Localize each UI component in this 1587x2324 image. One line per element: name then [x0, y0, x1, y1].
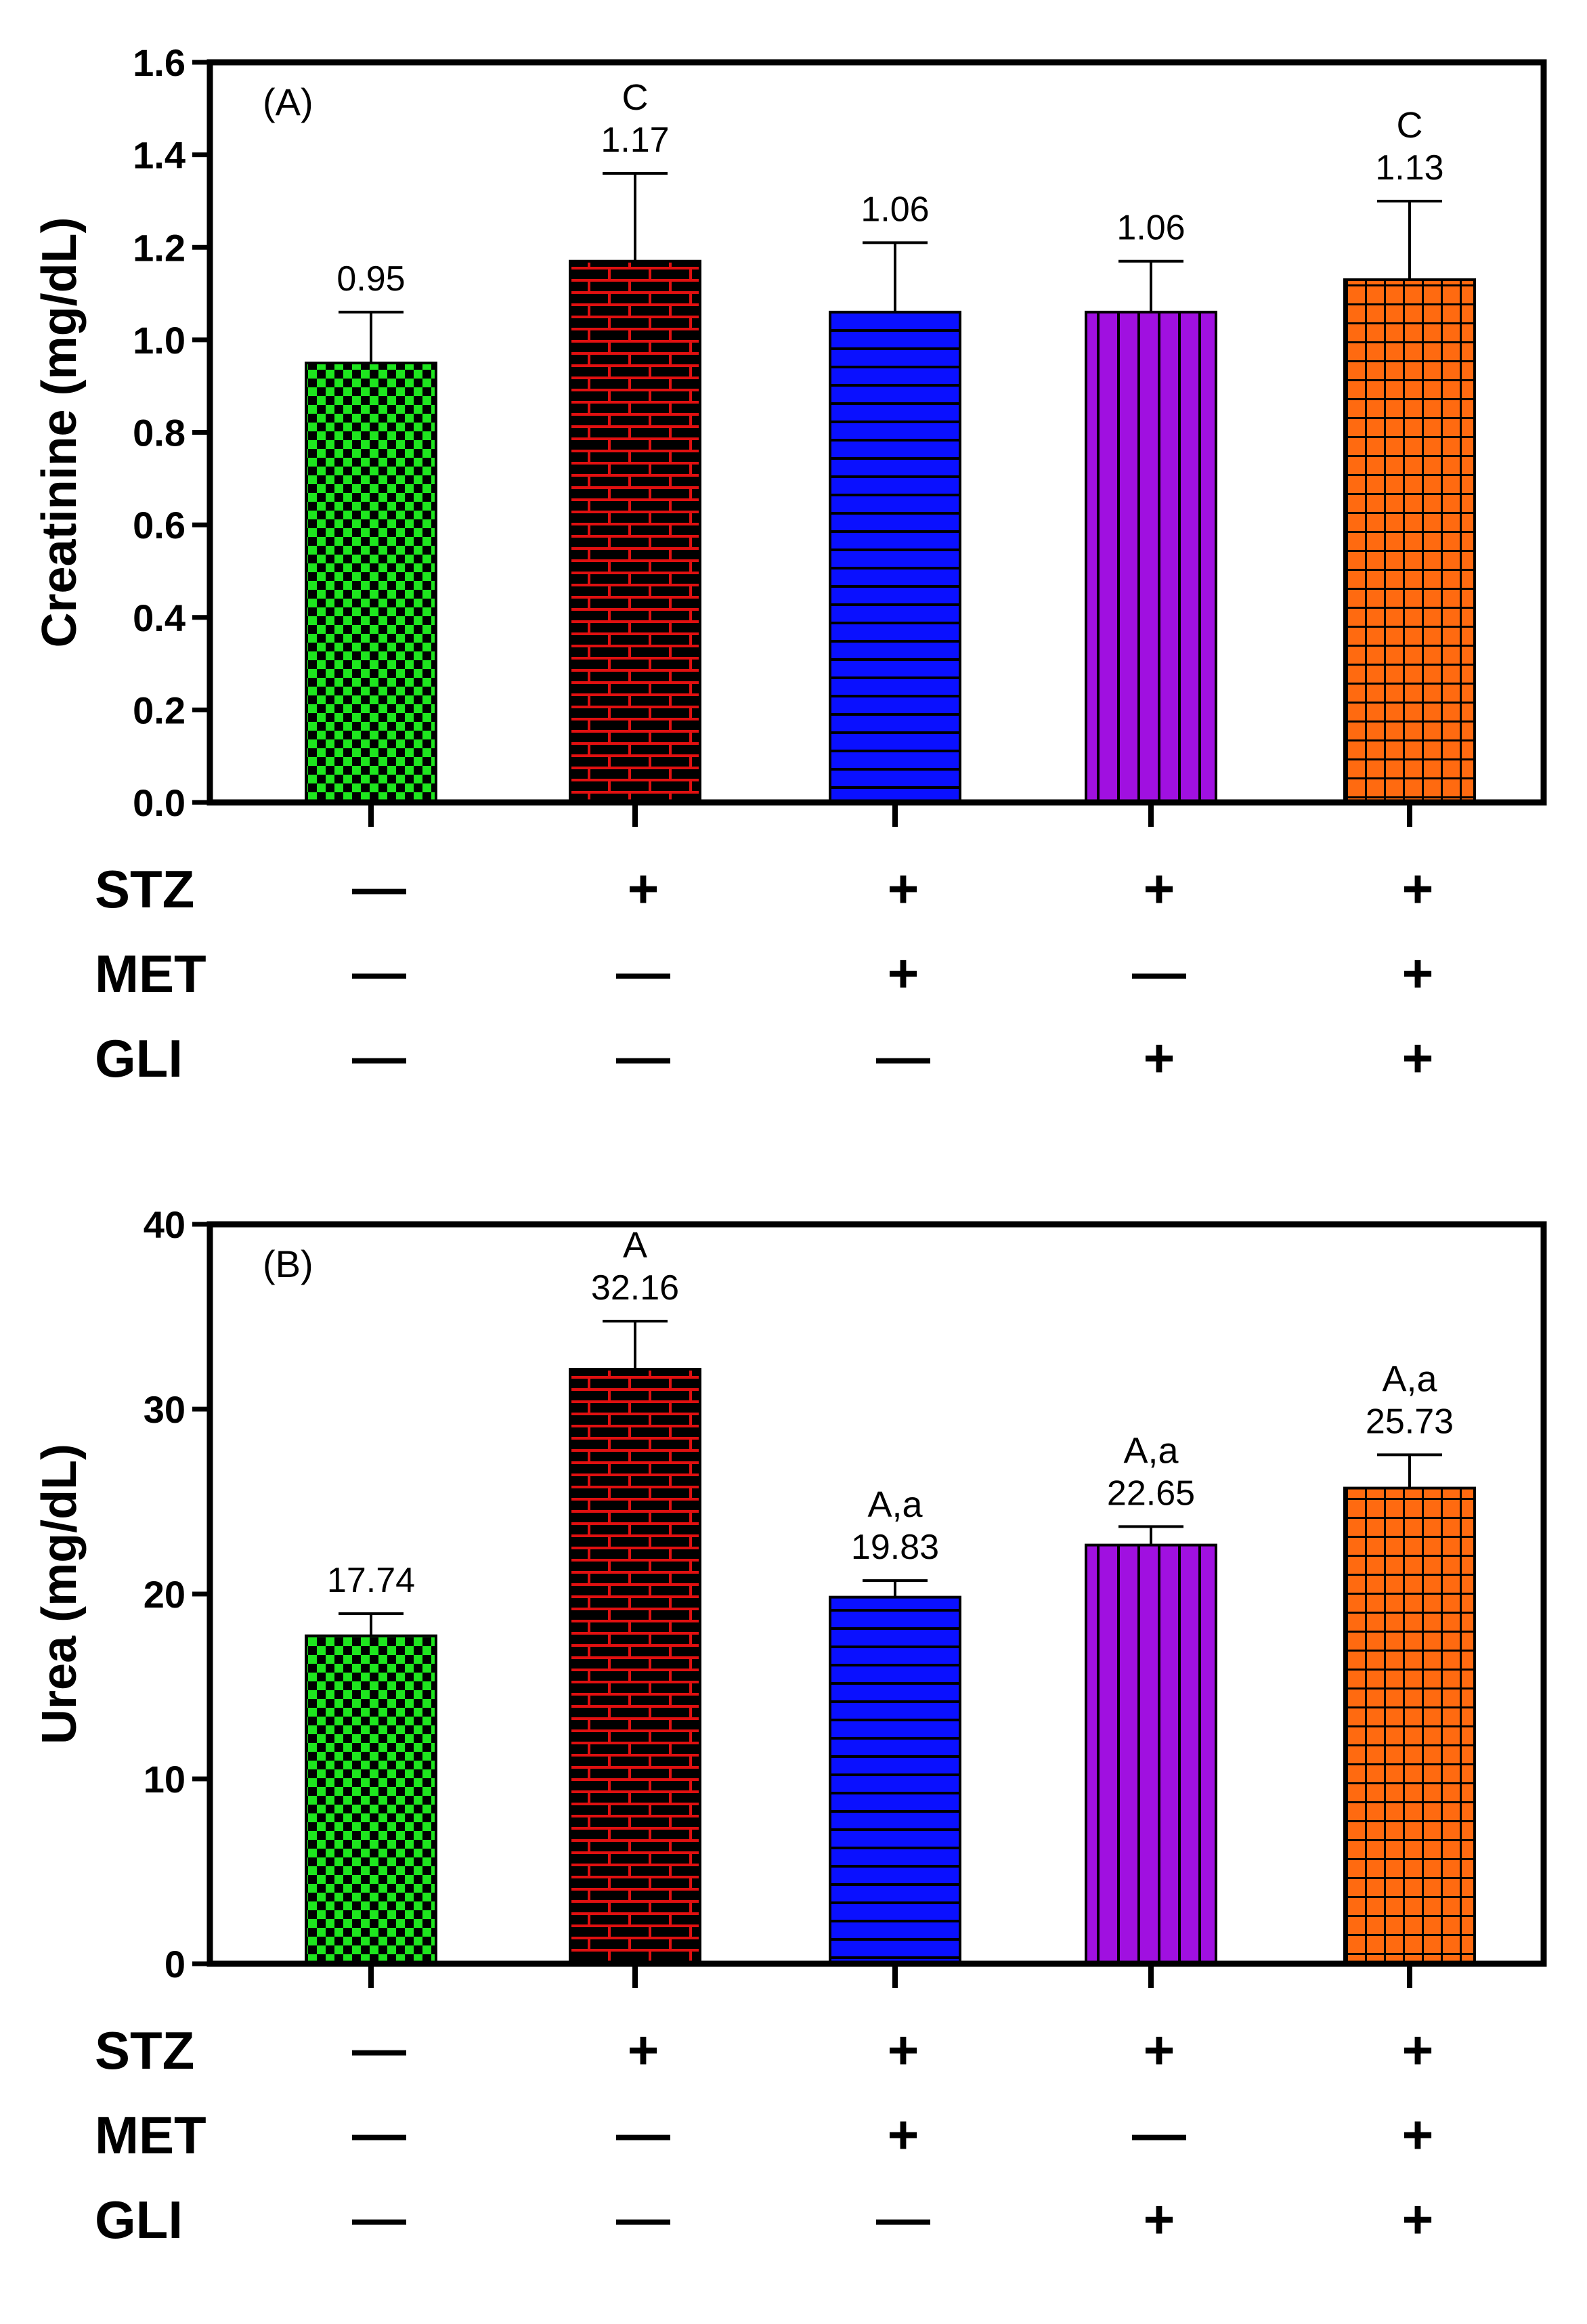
- y-tick-label: 1.0: [133, 319, 186, 362]
- y-tick-label: 1.2: [133, 226, 186, 269]
- value-label-2: 1.17: [601, 121, 669, 160]
- bar-4: [1085, 1543, 1217, 1965]
- panel-label: (B): [263, 1243, 313, 1285]
- treatment-label-stz: STZ: [95, 859, 194, 919]
- value-label-3: 1.06: [861, 190, 929, 229]
- significance-label-5: A,a: [1382, 1358, 1437, 1399]
- treatment-label-gli: GLI: [95, 2190, 183, 2250]
- bar-2: [569, 1368, 701, 1965]
- significance-label-5: C: [1397, 105, 1423, 146]
- significance-label-4: A,a: [1123, 1430, 1179, 1471]
- plus-sign: +: [1402, 1028, 1434, 1088]
- y-axis-label: Creatinine (mg/dL): [32, 217, 87, 647]
- minus-sign: —: [352, 1027, 406, 1087]
- plus-sign: +: [1402, 859, 1434, 919]
- bar-1: [305, 362, 437, 804]
- plus-sign: +: [1402, 2105, 1434, 2165]
- plus-sign: +: [1144, 2189, 1175, 2250]
- value-label-1: 0.95: [336, 259, 405, 299]
- panel-label: (A): [263, 81, 313, 123]
- plus-sign: +: [1402, 2189, 1434, 2250]
- bar-3: [829, 310, 961, 804]
- y-tick-label: 30: [144, 1388, 186, 1431]
- plus-sign: +: [888, 859, 919, 919]
- minus-sign: —: [352, 2188, 406, 2248]
- minus-sign: —: [1132, 2103, 1186, 2164]
- plus-sign: +: [1144, 1028, 1175, 1088]
- minus-sign: —: [1132, 942, 1186, 1002]
- minus-sign: —: [616, 1027, 670, 1087]
- value-label-5: 25.73: [1366, 1402, 1454, 1441]
- plus-sign: +: [628, 2020, 659, 2080]
- y-tick-label: 10: [144, 1758, 186, 1801]
- minus-sign: —: [352, 942, 406, 1002]
- y-tick-label: 0.4: [133, 597, 186, 639]
- plus-sign: +: [888, 2105, 919, 2165]
- y-tick-label: 1.6: [133, 41, 186, 84]
- significance-label-2: C: [622, 77, 649, 118]
- bar-4: [1085, 310, 1217, 804]
- y-tick-label: 20: [144, 1573, 186, 1616]
- minus-sign: —: [352, 2103, 406, 2164]
- plus-sign: +: [888, 943, 919, 1004]
- y-tick-label: 40: [144, 1203, 186, 1246]
- minus-sign: —: [876, 2188, 930, 2248]
- value-label-5: 1.13: [1375, 148, 1443, 188]
- plus-sign: +: [628, 859, 659, 919]
- minus-sign: —: [352, 2019, 406, 2079]
- treatment-label-gli: GLI: [95, 1029, 183, 1088]
- minus-sign: —: [616, 2103, 670, 2164]
- y-tick-label: 0.8: [133, 412, 186, 454]
- y-axis-label: Urea (mg/dL): [32, 1444, 87, 1744]
- value-label-2: 32.16: [591, 1268, 679, 1308]
- minus-sign: —: [616, 942, 670, 1002]
- y-tick-label: 0: [165, 1943, 186, 1985]
- bar-5: [1343, 1486, 1476, 1966]
- y-tick-label: 1.4: [133, 134, 186, 177]
- bar-2: [569, 259, 701, 804]
- bar-5: [1343, 278, 1476, 804]
- significance-label-3: A,a: [867, 1484, 923, 1525]
- value-label-4: 22.65: [1107, 1473, 1195, 1513]
- treatment-label-met: MET: [95, 2105, 206, 2165]
- plus-sign: +: [1144, 2020, 1175, 2080]
- minus-sign: —: [616, 2188, 670, 2248]
- value-label-4: 1.06: [1116, 209, 1185, 248]
- treatment-label-met: MET: [95, 944, 206, 1004]
- value-label-3: 19.83: [851, 1528, 939, 1567]
- y-tick-label: 0.0: [133, 781, 186, 824]
- y-tick-label: 0.6: [133, 504, 186, 546]
- plus-sign: +: [1144, 859, 1175, 919]
- plus-sign: +: [1402, 2020, 1434, 2080]
- significance-label-2: A: [623, 1225, 647, 1266]
- plus-sign: +: [888, 2020, 919, 2080]
- plus-sign: +: [1402, 943, 1434, 1004]
- minus-sign: —: [352, 857, 406, 918]
- value-label-1: 17.74: [327, 1561, 415, 1600]
- y-tick-label: 0.2: [133, 689, 186, 731]
- treatment-label-stz: STZ: [95, 2021, 194, 2080]
- minus-sign: —: [876, 1027, 930, 1087]
- bar-3: [829, 1595, 961, 1966]
- bar-1: [305, 1634, 437, 1965]
